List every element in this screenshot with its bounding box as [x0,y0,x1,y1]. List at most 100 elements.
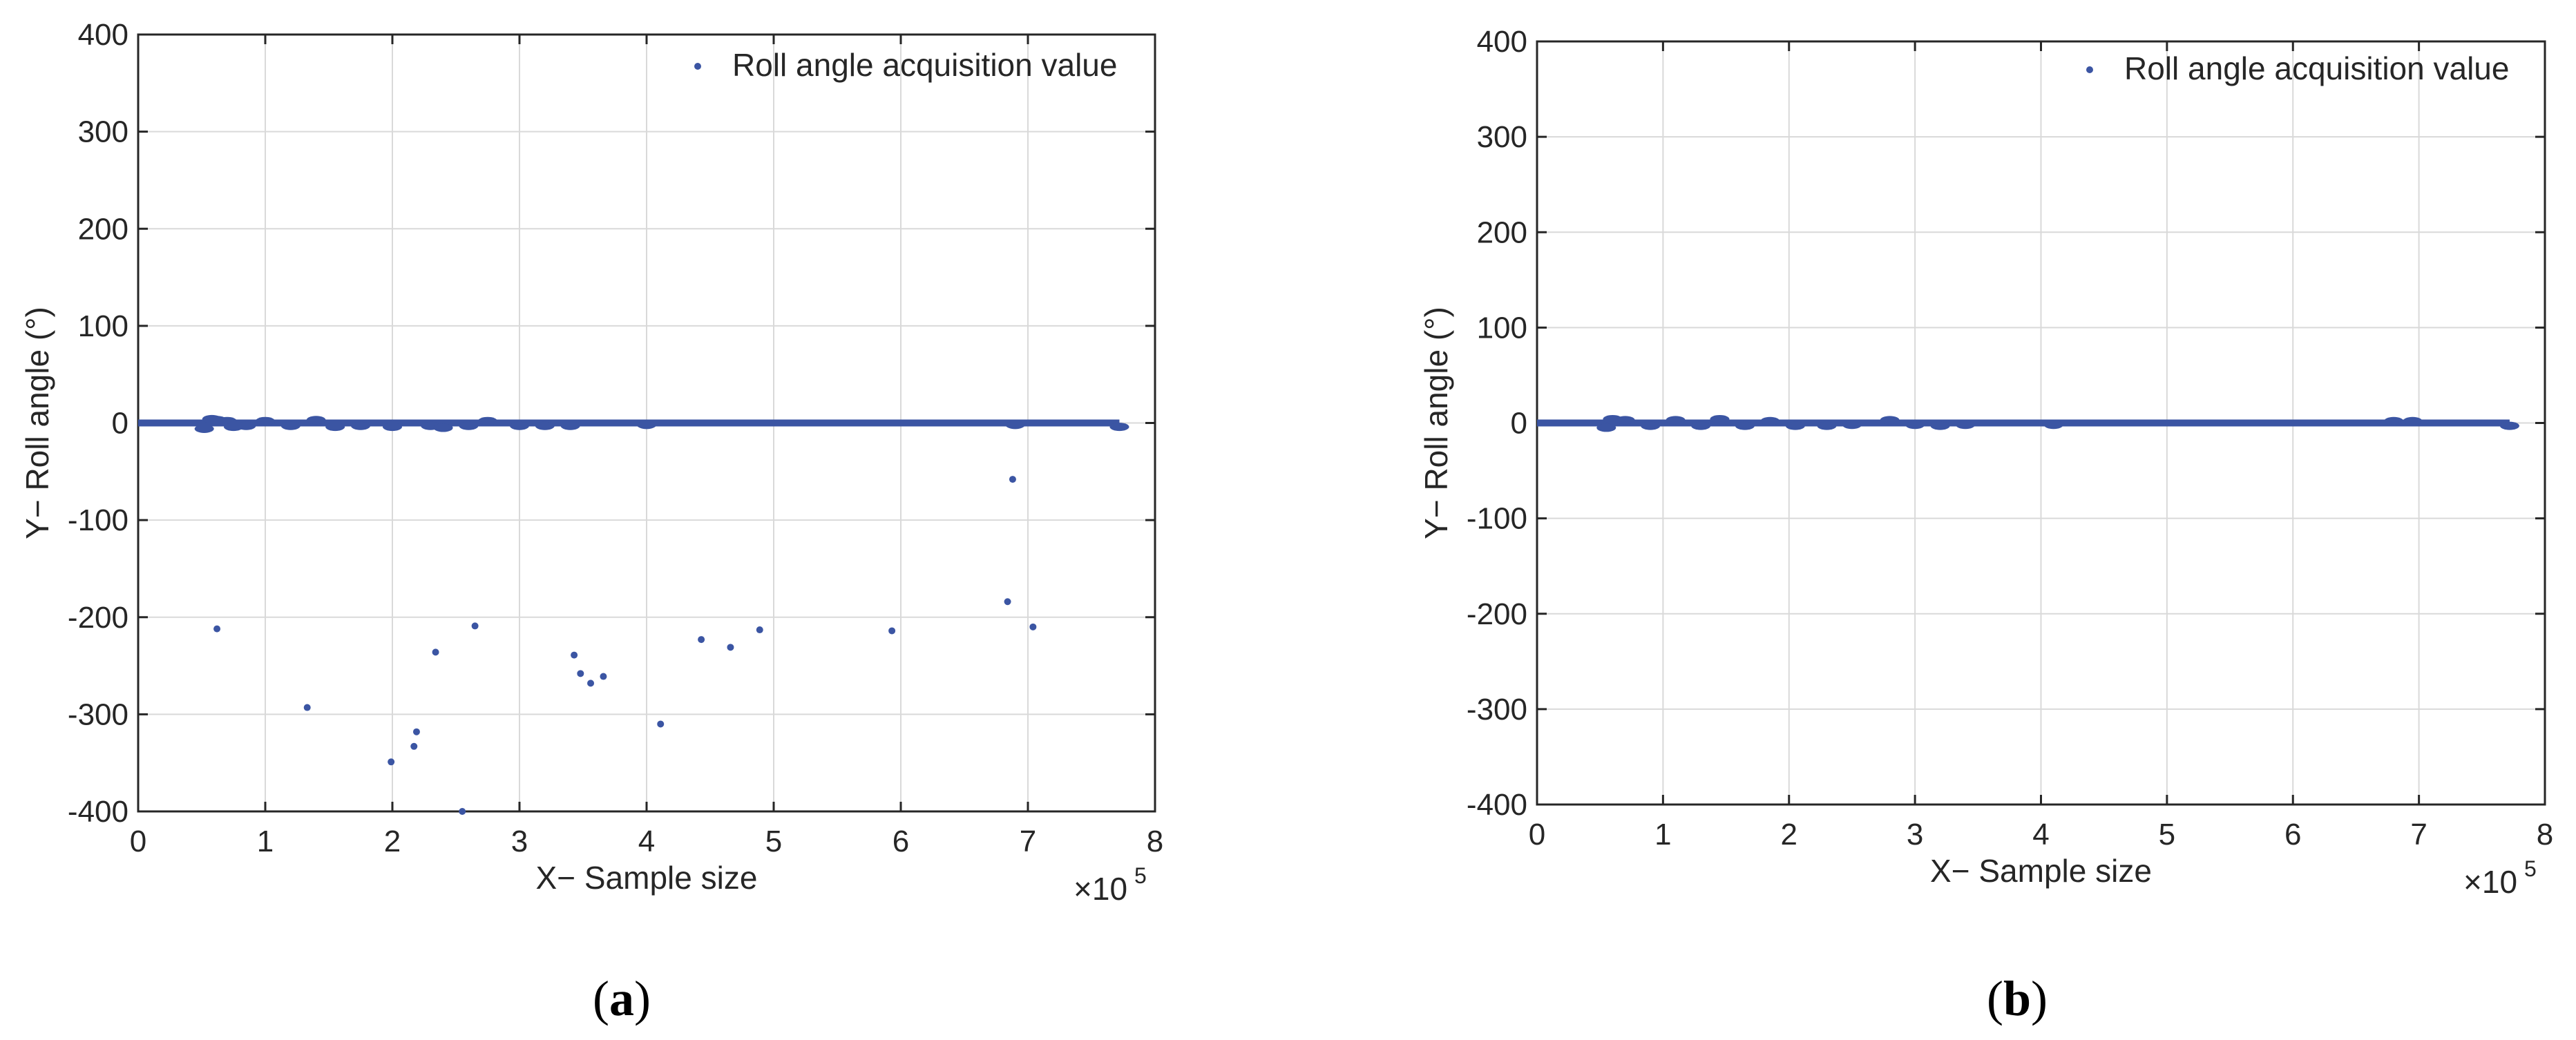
chart-a-x-tick-label: 2 [384,825,401,858]
chart-b-legend-marker [2086,66,2093,73]
chart-b-noise-point [1880,416,1900,425]
chart-b-noise-point [1956,421,1976,430]
chart-a-noise-point [433,423,453,432]
chart-b-noise-point [2043,421,2063,430]
chart-a-x-exponent-label: ×10 [1074,871,1127,907]
chart-a-series-baseline-band [138,419,1120,427]
chart-a-data-point [1004,598,1011,606]
chart-a-data-point [600,673,607,680]
chart-b-y-tick-label: 0 [1511,407,1527,441]
chart-b-x-tick-label: 1 [1654,818,1671,851]
chart-a-x-tick-label: 6 [893,825,909,858]
chart-a-data-point [1029,623,1037,630]
chart-a-x-axis-label: X− Sample size [536,860,758,896]
chart-b-noise-point [1666,416,1686,425]
chart-b-x-tick-label: 5 [2159,818,2175,851]
chart-a-y-tick-label: -100 [68,503,128,537]
chart-a-x-tick-label: 4 [638,825,655,858]
chart-a-noise-point [383,423,402,432]
chart-a-y-tick-label: -200 [68,601,128,635]
chart-panel-b: 0 1 2 3 4 5 6 7 8 -400 -300 -200 -100 0 100 200 300 400 X−… [1418,25,2553,1026]
chart-b-x-exponent-label: ×10 [2463,864,2517,900]
chart-a-y-tick-label: 100 [78,309,128,343]
chart-b-y-tick-label: -200 [1467,597,1527,631]
chart-a-noise-point [459,421,479,430]
chart-b-y-tick-label: 200 [1477,215,1527,249]
chart-a-noise-point [351,421,370,430]
chart-a-y-tick-label: 0 [112,407,128,441]
chart-a-data-point [412,728,420,735]
chart-a-x-exponent-superscript: 5 [1134,863,1147,888]
chart-a-data-point [303,704,311,711]
chart-b-y-tick-label: -100 [1467,502,1527,536]
chart-a-data-point [213,625,221,633]
chart-a-panel-label: (a) [593,971,651,1026]
chart-a-noise-point [510,421,529,430]
chart-a-data-point [756,626,763,634]
chart-b-y-tick-label: 400 [1477,25,1527,59]
chart-b-noise-point [1760,416,1780,425]
chart-a-data-point [1009,476,1016,483]
chart-a-x-tick-label: 0 [130,825,146,858]
chart-a-y-tick-label: -300 [68,697,128,731]
chart-b-x-tick-label: 4 [2032,818,2049,851]
chart-a-data-point [727,644,734,651]
chart-b-y-axis-label: Y− Roll angle (°) [1418,307,1454,539]
chart-panel-a: 0 1 2 3 4 5 6 7 8 -400 -300 -200 -100 0 100 200 300 400 X−… [19,18,1163,1026]
chart-b-noise-point [2384,416,2404,425]
chart-b-x-tick-label: 3 [1907,818,1923,851]
chart-b-noise-point [2403,416,2423,425]
chart-b-noise-point [1710,414,1730,423]
chart-a-noise-point [280,421,300,430]
chart-a-data-point [657,720,665,728]
chart-a-noise-point [306,416,326,425]
chart-a-noise-point [560,421,580,430]
chart-a-noise-point [236,421,256,430]
chart-b-y-tick-label: -400 [1467,788,1527,822]
chart-b-y-tick-label: -300 [1467,693,1527,726]
chart-a-data-point [471,622,479,630]
chart-a-legend-marker [694,63,701,70]
chart-a-noise-point [325,423,345,432]
chart-b-x-tick-label: 7 [2410,818,2427,851]
chart-a-noise-point [535,421,555,430]
chart-a-data-point [698,636,705,644]
chart-a-data-point [577,670,584,677]
chart-b-x-axis-label: X− Sample size [1930,853,2152,889]
chart-b-legend-label: Roll angle acquisition value [2124,50,2509,86]
chart-a-noise-point [1005,421,1025,430]
chart-a-noise-point [637,421,656,430]
chart-b-x-tick-label: 0 [1529,818,1545,851]
chart-b-noise-point [1785,421,1805,430]
chart-b-noise-point [1596,423,1616,432]
chart-a-noise-point [194,424,214,433]
chart-b-x-exponent-superscript: 5 [2524,856,2537,881]
chart-b-x-tick-label: 2 [1781,818,1797,851]
chart-b-noise-point [1842,421,1862,430]
chart-a-x-tick-label: 3 [511,825,528,858]
chart-a-x-tick-label: 8 [1147,825,1163,858]
chart-a-noise-point [256,416,275,425]
chart-a-y-axis-label: Y− Roll angle (°) [19,307,55,539]
chart-b-y-tick-label: 300 [1477,120,1527,154]
chart-b-x-tick-label: 8 [2537,818,2553,851]
chart-b-noise-point [1615,416,1635,425]
chart-b-x-tick-label: 6 [2284,818,2301,851]
chart-a-y-tick-label: 200 [78,212,128,246]
chart-b-panel-label: (b) [1987,971,2048,1026]
chart-b-noise-point [1817,421,1837,430]
chart-b-y-tick-label: 100 [1477,311,1527,345]
chart-b-noise-point [2499,421,2519,430]
chart-a-data-point [571,651,578,659]
chart-a-data-point [587,680,595,687]
chart-a-data-point [410,742,418,750]
chart-a-x-tick-label: 1 [257,825,274,858]
chart-a-noise-point [1109,423,1129,432]
chart-a-y-tick-label: -400 [68,795,128,829]
chart-a-x-tick-label: 5 [765,825,782,858]
chart-b-noise-point [1641,421,1661,430]
chart-a-data-point [432,648,439,656]
chart-a-data-point [888,627,896,635]
chart-b-noise-point [1905,421,1925,430]
